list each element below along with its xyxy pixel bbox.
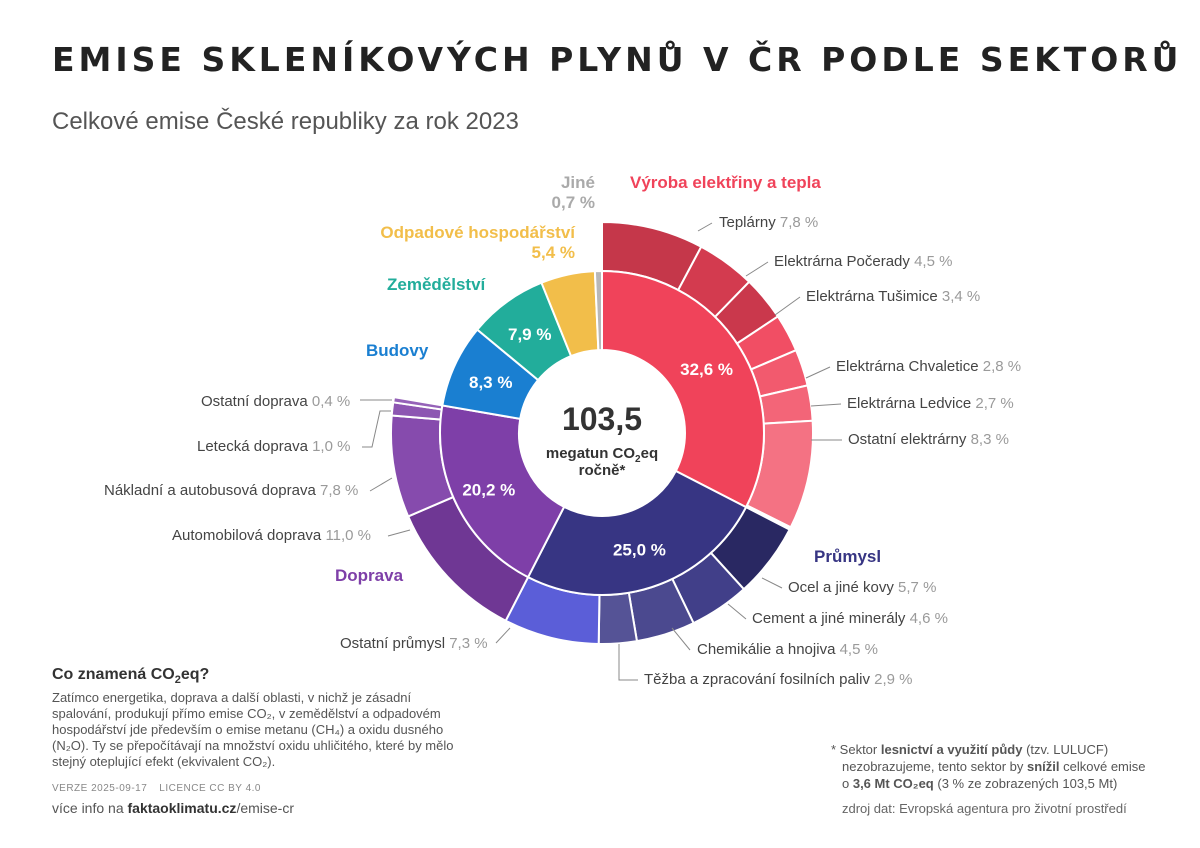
subsector-name-automobilova-doprava: Automobilová doprava <box>172 527 325 544</box>
subsector-value-ostatni-prumysl: 7,3 % <box>449 635 487 652</box>
center-unit: megatun CO2eq <box>546 445 658 465</box>
leader-line-ocel-a-jine-kovy <box>761 577 783 589</box>
sector-label-doprava: Doprava <box>335 566 404 585</box>
subsector-name-nakladni-a-autobusova-doprava: Nákladní a autobusová doprava <box>104 482 320 499</box>
inner-pct-zemedelstvi: 7,9 % <box>508 325 551 344</box>
leader-line-elektrarna-ledvice <box>810 403 842 407</box>
leader-line-automobilova-doprava <box>387 529 411 537</box>
sector-label-jine: Jiné <box>561 173 595 192</box>
subsector-name-ocel-a-jine-kovy: Ocel a jiné kovy <box>788 579 898 596</box>
lulucf-note: * Sektor lesnictví a využití půdy (tzv. … <box>831 742 1146 791</box>
subsector-label-automobilova-doprava: Automobilová doprava 11,0 % <box>172 527 371 544</box>
leader-line-ostatni-prumysl <box>495 627 511 644</box>
chart-center-label: 103,5 megatun CO2eq ročně* <box>546 401 658 479</box>
center-total-value: 103,5 <box>562 401 642 437</box>
leader-line-chemikalie-a-hnojiva <box>671 627 691 651</box>
sector-pct-odpadove-hospodarstvi: 5,4 % <box>532 243 575 262</box>
subsector-label-elektrarna-chvaletice: Elektrárna Chvaletice 2,8 % <box>836 358 1021 375</box>
leader-line-letecka-doprava <box>362 410 391 448</box>
subsector-name-tezba-a-zpracovani-fosilnich-paliv: Těžba a zpracování fosilních paliv <box>644 671 874 688</box>
subsector-value-elektrarna-ledvice: 2,7 % <box>975 395 1013 412</box>
subsector-label-tezba-a-zpracovani-fosilnich-paliv: Těžba a zpracování fosilních paliv 2,9 % <box>644 671 912 688</box>
sector-label-vyroba-elektriny-a-tepla: Výroba elektřiny a tepla <box>630 173 821 192</box>
subsector-name-elektrarna-pocerady: Elektrárna Počerady <box>774 253 914 270</box>
subsector-value-automobilova-doprava: 11,0 % <box>325 527 371 544</box>
subsector-value-ostatni-elektrarny: 8,3 % <box>971 431 1009 448</box>
subsector-name-chemikalie-a-hnojiva: Chemikálie a hnojiva <box>697 641 840 658</box>
page-subtitle: Celkové emise České republiky za rok 202… <box>52 108 519 135</box>
subsector-value-ostatni-doprava: 0,4 % <box>312 393 350 410</box>
subsector-name-elektrarna-tusimice: Elektrárna Tušimice <box>806 288 942 305</box>
donut-hole <box>519 350 685 516</box>
subsector-name-cement-a-jine-mineraly: Cement a jiné minerály <box>752 610 910 627</box>
inner-pct-prumysl: 25,0 % <box>613 541 666 560</box>
subsector-label-ocel-a-jine-kovy: Ocel a jiné kovy 5,7 % <box>788 579 936 596</box>
subsector-label-elektrarna-ledvice: Elektrárna Ledvice 2,7 % <box>847 395 1014 412</box>
center-unit-line2: ročně* <box>579 462 626 479</box>
leader-line-elektrarna-pocerady <box>745 261 769 277</box>
more-info-link[interactable]: více info na faktaoklimatu.cz/emise-cr <box>52 800 294 816</box>
subsector-value-chemikalie-a-hnojiva: 4,5 % <box>840 641 878 658</box>
sector-label-prumysl: Průmysl <box>814 547 881 566</box>
leader-line-nakladni-a-autobusova-doprava <box>369 477 393 492</box>
subsector-label-elektrarna-tusimice: Elektrárna Tušimice 3,4 % <box>806 288 980 305</box>
subsector-name-teplarny: Teplárny <box>719 214 780 231</box>
subsector-name-letecka-doprava: Letecká doprava <box>197 438 312 455</box>
subsector-label-letecka-doprava: Letecká doprava 1,0 % <box>197 438 350 455</box>
leader-line-teplarny <box>697 222 713 232</box>
co2eq-footnote-text: Zatímco energetika, doprava a další obla… <box>52 690 454 769</box>
subsector-value-tezba-a-zpracovani-fosilnich-paliv: 2,9 % <box>874 671 912 688</box>
subsector-label-ostatni-elektrarny: Ostatní elektrárny 8,3 % <box>848 431 1009 448</box>
leader-line-elektrarna-chvaletice <box>805 366 831 379</box>
data-source: zdroj dat: Evropská agentura pro životní… <box>842 801 1127 816</box>
inner-pct-doprava: 20,2 % <box>462 480 515 499</box>
subsector-label-elektrarna-pocerady: Elektrárna Počerady 4,5 % <box>774 253 952 270</box>
subsector-value-elektrarna-tusimice: 3,4 % <box>942 288 980 305</box>
subsector-name-elektrarna-chvaletice: Elektrárna Chvaletice <box>836 358 983 375</box>
sector-label-zemedelstvi: Zemědělství <box>387 275 487 294</box>
subsector-label-cement-a-jine-mineraly: Cement a jiné minerály 4,6 % <box>752 610 948 627</box>
subsector-value-letecka-doprava: 1,0 % <box>312 438 350 455</box>
subsector-value-nakladni-a-autobusova-doprava: 7,8 % <box>320 482 358 499</box>
subsector-value-elektrarna-pocerady: 4,5 % <box>914 253 952 270</box>
subsector-name-elektrarna-ledvice: Elektrárna Ledvice <box>847 395 975 412</box>
leader-line-cement-a-jine-mineraly <box>727 603 747 620</box>
co2eq-footnote-heading: Co znamená CO2eq? <box>52 666 210 687</box>
subsector-label-teplarny: Teplárny 7,8 % <box>719 214 818 231</box>
subsector-label-nakladni-a-autobusova-doprava: Nákladní a autobusová doprava 7,8 % <box>104 482 358 499</box>
subsector-name-ostatni-doprava: Ostatní doprava <box>201 393 312 410</box>
version-label: VERZE 2025-09-17 <box>52 783 148 794</box>
subsector-name-ostatni-prumysl: Ostatní průmysl <box>340 635 449 652</box>
subsector-value-teplarny: 7,8 % <box>780 214 818 231</box>
inner-pct-budovy: 8,3 % <box>469 373 512 392</box>
sector-label-budovy: Budovy <box>366 341 429 360</box>
license-label: LICENCE CC BY 4.0 <box>159 783 261 794</box>
inner-pct-vyroba-elektriny-a-tepla: 32,6 % <box>680 360 733 379</box>
subsector-value-cement-a-jine-mineraly: 4,6 % <box>910 610 948 627</box>
page-title: EMISE SKLENÍKOVÝCH PLYNŮ V ČR PODLE SEKT… <box>52 40 1183 79</box>
subsector-label-chemikalie-a-hnojiva: Chemikálie a hnojiva 4,5 % <box>697 641 878 658</box>
subsector-name-ostatni-elektrarny: Ostatní elektrárny <box>848 431 971 448</box>
sector-label-odpadove-hospodarstvi: Odpadové hospodářství <box>380 223 576 242</box>
version-info: VERZE 2025-09-17 LICENCE CC BY 4.0 <box>52 783 273 794</box>
leader-line-elektrarna-tusimice <box>774 296 801 316</box>
leader-line-tezba-a-zpracovani-fosilnich-paliv <box>618 644 638 681</box>
subsector-value-elektrarna-chvaletice: 2,8 % <box>983 358 1021 375</box>
subsector-label-ostatni-prumysl: Ostatní průmysl 7,3 % <box>340 635 488 652</box>
subsector-label-ostatni-doprava: Ostatní doprava 0,4 % <box>201 393 350 410</box>
subsector-value-ocel-a-jine-kovy: 5,7 % <box>898 579 936 596</box>
sector-pct-jine: 0,7 % <box>552 193 595 212</box>
